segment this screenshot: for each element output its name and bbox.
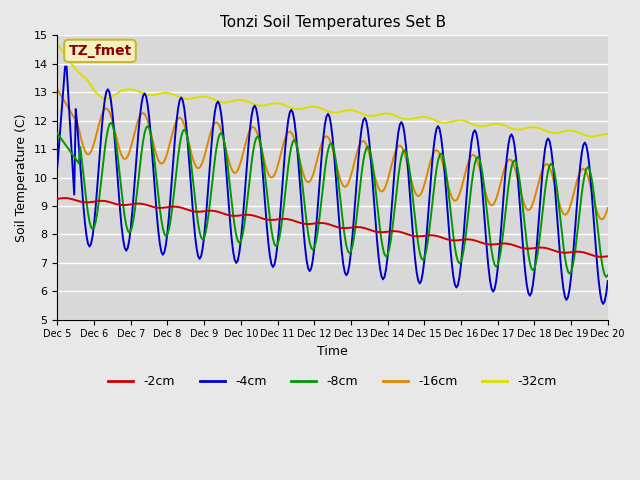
X-axis label: Time: Time bbox=[317, 345, 348, 358]
Title: Tonzi Soil Temperatures Set B: Tonzi Soil Temperatures Set B bbox=[220, 15, 445, 30]
Y-axis label: Soil Temperature (C): Soil Temperature (C) bbox=[15, 113, 28, 242]
Text: TZ_fmet: TZ_fmet bbox=[68, 44, 132, 58]
Legend: -2cm, -4cm, -8cm, -16cm, -32cm: -2cm, -4cm, -8cm, -16cm, -32cm bbox=[104, 370, 562, 393]
